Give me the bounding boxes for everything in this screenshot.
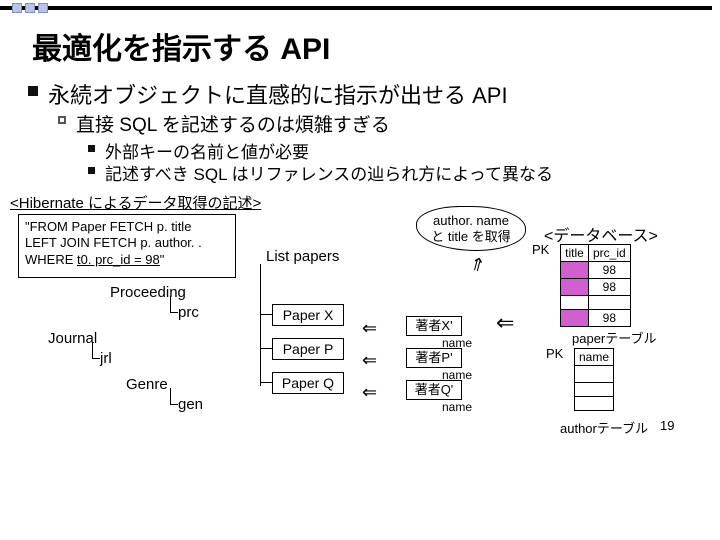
hibernate-heading: <Hibernate によるデータ取得の記述>: [10, 192, 261, 213]
bullet2-text: 直接 SQL を記述するのは煩雑すぎる: [76, 110, 390, 137]
hibernate-query-box: "FROM Paper FETCH p. title LEFT JOIN FET…: [18, 214, 236, 278]
bullet-level2: 直接 SQL を記述するのは煩雑すぎる: [58, 110, 390, 137]
tree-gen: gen: [178, 396, 203, 413]
tree-edge: [92, 358, 100, 359]
hql-line1: "FROM Paper FETCH p. title: [25, 219, 229, 235]
bullet-level3: 記述すべき SQL はリファレンスの辿られ方によって異なる: [88, 160, 553, 185]
author-table: name: [574, 348, 614, 411]
list-edge: [260, 314, 272, 315]
bullet3b-text: 記述すべき SQL はリファレンスの辿られ方によって異なる: [105, 160, 553, 185]
author-q-box: 著者Q': [406, 380, 462, 400]
tree-prc: prc: [178, 304, 199, 321]
author-name-label: name: [442, 336, 472, 350]
cloud-fetch-note: author. nameと title を取得: [416, 206, 526, 251]
bullet-square-icon: [28, 86, 38, 96]
bullet-small-square-icon: [88, 167, 95, 174]
paper-table: titleprc_id 98 98 98: [560, 244, 631, 327]
list-edge: [260, 382, 272, 383]
tree-jrl: jrl: [100, 350, 112, 367]
hql-line3: WHERE t0. prc_id = 98": [25, 252, 229, 268]
tree-edge: [170, 296, 171, 312]
bullet-hollow-square-icon: [58, 116, 66, 124]
tree-journal: Journal: [48, 330, 97, 347]
list-edge: [260, 348, 272, 349]
tree-proceeding: Proceeding: [110, 284, 186, 301]
bullet-small-square-icon: [88, 145, 95, 152]
tree-edge: [92, 342, 93, 358]
author-p-box: 著者P': [406, 348, 462, 368]
tree-edge: [170, 388, 171, 404]
paper-table-pk: PK: [532, 242, 549, 257]
arrow-left-icon: ⇐: [362, 382, 377, 403]
bullet-level1: 永続オブジェクトに直感的に指示が出せる API: [28, 78, 508, 110]
arrow-left-icon: ⇐: [362, 350, 377, 371]
tree-edge: [170, 312, 178, 313]
arrow-left-icon: ⇐: [362, 318, 377, 339]
tree-list-papers: List papers: [266, 248, 339, 265]
page-title: 最適化を指示する API: [32, 24, 330, 68]
paper-table-caption: paperテーブル: [572, 328, 656, 347]
corner-decoration: [12, 0, 82, 18]
author-table-pk: PK: [546, 346, 563, 361]
database-label: <データベース>: [544, 222, 658, 246]
arrow-left-icon: ⇐: [496, 310, 514, 336]
tree-edge: [170, 404, 178, 405]
paper-x-box: Paper X: [272, 304, 344, 326]
author-table-caption: authorテーブル: [560, 418, 648, 437]
arrow-up-icon: ⇗: [466, 252, 490, 278]
bullet1-text: 永続オブジェクトに直感的に指示が出せる API: [48, 78, 508, 110]
list-edge: [260, 264, 261, 386]
hql-line2: LEFT JOIN FETCH p. author. .: [25, 235, 229, 251]
page-number: 19: [660, 418, 674, 433]
author-x-box: 著者X': [406, 316, 462, 336]
tree-genre: Genre: [126, 376, 168, 393]
header-rule: [0, 0, 712, 10]
paper-q-box: Paper Q: [272, 372, 344, 394]
author-name-label: name: [442, 368, 472, 382]
author-name-label: name: [442, 400, 472, 414]
paper-p-box: Paper P: [272, 338, 344, 360]
